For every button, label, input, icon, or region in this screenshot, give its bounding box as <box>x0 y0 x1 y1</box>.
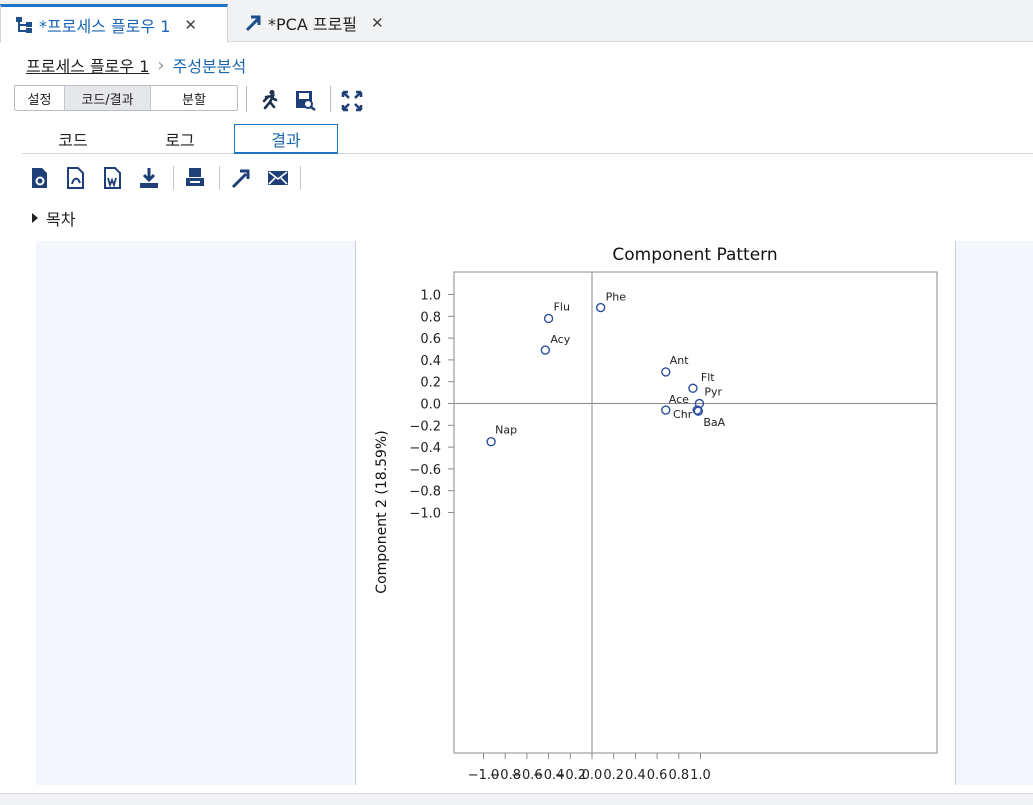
breadcrumb-current: 주성분분석 <box>172 57 247 76</box>
breadcrumb: 프로세스 플로우 1 › 주성분분석 <box>26 53 246 77</box>
x-tick-label: 1.0 <box>690 768 711 783</box>
code-log-results-tabs: 코드 로그 결과 <box>22 122 1033 154</box>
data-point <box>543 313 554 324</box>
data-point-label: BaA <box>703 416 725 429</box>
y-axis: 1.0 0.8 0.6 0.4 0.2 0.0 −0.2 −0.4 −0.6 −0.8 −1.0 <box>409 289 454 522</box>
document-tab-bar: *프로세스 플로우 1 ✕ *PCA 프로필 ✕ <box>0 0 1033 43</box>
results-margin-right <box>955 241 1033 785</box>
html-export-icon[interactable] <box>29 167 51 189</box>
y-tick-label: 0.4 <box>420 354 441 369</box>
maximize-icon[interactable] <box>341 90 363 112</box>
x-tick-label: 0.8 <box>668 768 689 783</box>
y-tick-label: 0.0 <box>420 398 441 413</box>
program-shortcut-icon <box>244 14 262 32</box>
y-tick-label: −0.8 <box>409 485 441 500</box>
view-mode-code-results-button[interactable]: 코드/결과 <box>65 86 151 110</box>
y-axis-label: Component 2 (18.59%) <box>374 430 390 593</box>
data-point-label: Chr <box>673 408 693 421</box>
data-point <box>692 405 702 415</box>
data-point <box>661 367 671 377</box>
save-results-icon[interactable] <box>294 89 316 111</box>
toolbar-divider <box>173 166 174 190</box>
x-tick-label: 0.2 <box>603 768 624 783</box>
x-tick-label: 0.6 <box>647 768 668 783</box>
y-tick-label: 0.2 <box>420 376 441 391</box>
view-mode-settings-button[interactable]: 설정 <box>15 86 65 110</box>
data-point-label: Flt <box>701 371 715 384</box>
view-mode-selector: 설정 코드/결과 분할 <box>14 85 238 111</box>
word-export-icon[interactable] <box>102 167 124 189</box>
download-icon[interactable] <box>138 167 160 189</box>
tab-log[interactable]: 로그 <box>165 131 195 150</box>
x-tick-label: −0.8 <box>489 768 521 783</box>
data-point-label: Ant <box>670 354 689 367</box>
y-tick-label: −0.2 <box>409 419 441 434</box>
data-point <box>693 406 704 416</box>
status-bar <box>0 793 1033 805</box>
y-tick-label: 0.8 <box>420 310 441 325</box>
pdf-export-icon[interactable] <box>65 167 87 189</box>
x-tick-label: 0.4 <box>625 768 646 783</box>
data-point-label: Flu <box>554 300 570 313</box>
table-of-contents-toggle[interactable]: 목차 <box>32 206 75 230</box>
process-flow-icon <box>15 16 33 34</box>
data-point <box>661 405 671 415</box>
toc-label: 목차 <box>46 210 76 229</box>
breadcrumb-parent-link[interactable]: 프로세스 플로우 1 <box>26 57 150 76</box>
x-tick-label: −0.2 <box>555 768 587 783</box>
x-tick-label: −1.0 <box>468 768 500 783</box>
y-tick-label: −0.6 <box>409 463 441 478</box>
y-tick-label: 1.0 <box>420 289 441 304</box>
data-point <box>486 436 496 447</box>
x-tick-label: −0.6 <box>511 768 543 783</box>
toolbar-divider <box>246 86 247 112</box>
y-tick-label: −0.4 <box>409 441 441 456</box>
data-point-label: Nap <box>495 424 517 437</box>
data-point-label: Phe <box>606 291 627 304</box>
chevron-right-icon: › <box>157 54 165 76</box>
tab-results[interactable]: 결과 <box>234 124 338 154</box>
x-tick-label: 0.0 <box>582 768 603 783</box>
toolbar-divider <box>330 86 331 112</box>
tab-pca-profile-label: *PCA 프로필 <box>268 15 358 34</box>
toolbar-divider <box>219 166 220 190</box>
view-mode-split-button[interactable]: 분할 <box>182 92 206 108</box>
results-margin-left <box>36 241 356 785</box>
y-tick-label: −1.0 <box>409 507 441 522</box>
data-point <box>540 345 551 355</box>
data-point-label: Ace <box>669 393 689 406</box>
close-icon[interactable]: ✕ <box>184 16 197 34</box>
email-icon[interactable] <box>267 167 289 189</box>
close-icon[interactable]: ✕ <box>371 14 384 32</box>
toolbar-divider <box>300 166 301 190</box>
data-point <box>688 383 698 393</box>
tab-process-flow-label: *프로세스 플로우 1 <box>39 17 171 36</box>
scatter-points: Phe Flu Acy Ant Flt Pyr Chr Ace BaA Nap <box>486 291 726 447</box>
data-point-label: Pyr <box>704 386 722 399</box>
x-axis: −1.0−0.8−0.6−0.4−0.20.0 0.2 0.4 0.6 0.8 1.0 <box>468 753 711 783</box>
y-tick-label: 0.6 <box>420 332 441 347</box>
expand-triangle-icon <box>32 213 38 223</box>
tab-code[interactable]: 코드 <box>58 131 88 150</box>
x-tick-label: −0.4 <box>533 768 565 783</box>
run-icon[interactable] <box>258 89 280 111</box>
open-new-window-icon[interactable] <box>230 167 252 189</box>
data-point-label: Acy <box>550 333 570 346</box>
plot-frame <box>453 271 938 754</box>
chart-title: Component Pattern <box>612 245 777 265</box>
data-point <box>595 302 606 313</box>
print-icon[interactable] <box>184 167 206 189</box>
tab-process-flow[interactable]: *프로세스 플로우 1 ✕ <box>0 4 228 43</box>
component-pattern-chart: Component Pattern Component 2 (18.59%) −… <box>374 245 938 783</box>
tab-pca-profile[interactable]: *PCA 프로필 ✕ <box>230 4 405 42</box>
